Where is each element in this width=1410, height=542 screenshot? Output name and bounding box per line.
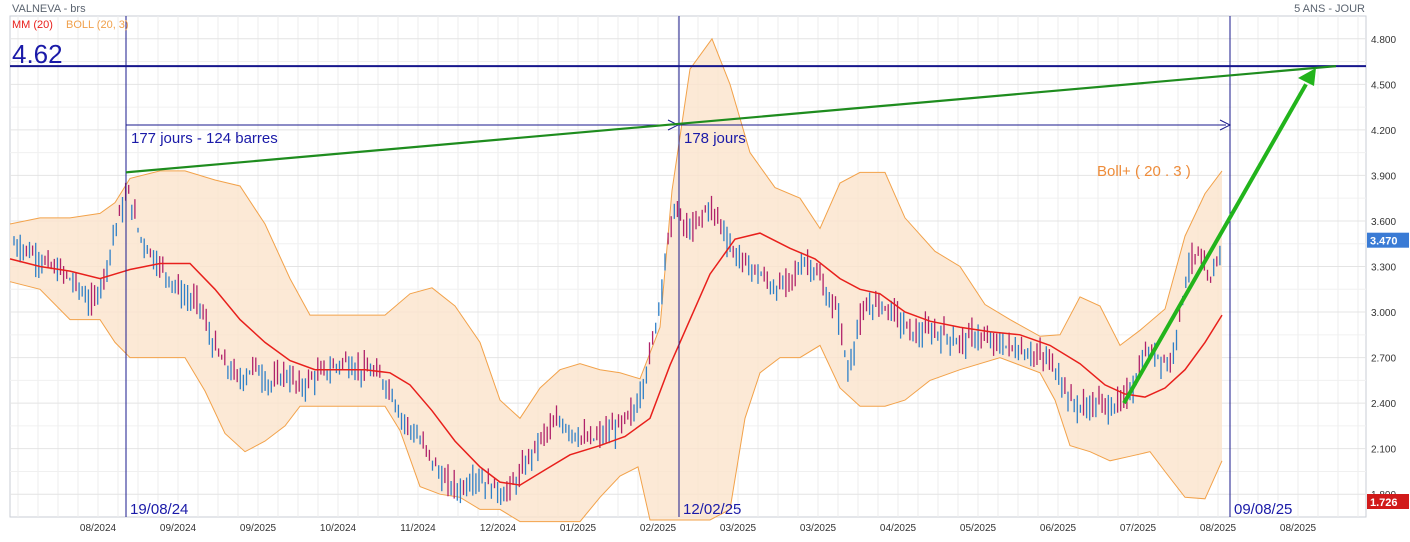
x-tick-label: 03/2025 bbox=[720, 523, 757, 534]
y-tick-label: 4.200 bbox=[1371, 126, 1396, 137]
bollinger-upper-line bbox=[9, 37, 1223, 420]
x-tick-label: 05/2025 bbox=[960, 523, 997, 534]
period2-arrowhead bbox=[1219, 119, 1232, 131]
min-price-value: 1.726 bbox=[1370, 497, 1398, 509]
y-tick-label: 3.000 bbox=[1371, 308, 1396, 319]
moving-average-line bbox=[9, 232, 1223, 486]
ohlc-bars bbox=[13, 182, 1221, 505]
indicator-legend: MM (20) BOLL (20, 3) bbox=[12, 19, 139, 31]
min-price-tag bbox=[1367, 494, 1409, 509]
period2-label: 178 jours bbox=[684, 130, 746, 147]
y-tick-label: 2.100 bbox=[1371, 445, 1396, 456]
x-tick-label: 02/2025 bbox=[640, 523, 677, 534]
y-tick-label: 3.300 bbox=[1371, 263, 1396, 274]
date-marker-label: 19/08/24 bbox=[130, 501, 188, 518]
symbol-label: VALNEVA - brs bbox=[12, 3, 86, 15]
legend-boll: BOLL (20, 3) bbox=[66, 19, 129, 31]
y-tick-label: 4.500 bbox=[1371, 80, 1396, 91]
x-tick-label: 09/2024 bbox=[160, 523, 197, 534]
y-tick-label: 2.400 bbox=[1371, 399, 1396, 410]
projection-arrowhead bbox=[1298, 68, 1316, 86]
y-tick-label: 2.700 bbox=[1371, 354, 1396, 365]
y-tick-label: 4.800 bbox=[1371, 35, 1396, 46]
y-tick-label: 3.900 bbox=[1371, 171, 1396, 182]
date-marker-label: 09/08/25 bbox=[1234, 501, 1292, 518]
period1-label: 177 jours - 124 barres bbox=[131, 130, 278, 147]
period1-arrowhead bbox=[667, 119, 680, 131]
trend-line bbox=[125, 65, 1337, 174]
x-tick-label: 08/2025 bbox=[1200, 523, 1237, 534]
bollinger-lower-line bbox=[9, 281, 1223, 523]
x-tick-label: 08/2025 bbox=[1280, 523, 1317, 534]
x-tick-label: 08/2024 bbox=[80, 523, 117, 534]
bollinger-band-fill bbox=[10, 38, 1222, 522]
x-tick-label: 07/2025 bbox=[1120, 523, 1157, 534]
x-tick-label: 03/2025 bbox=[800, 523, 837, 534]
boll-plus-label: Boll+ ( 20 . 3 ) bbox=[1097, 163, 1191, 180]
x-tick-label: 12/2024 bbox=[480, 523, 517, 534]
x-tick-label: 10/2024 bbox=[320, 523, 357, 534]
legend-ma: MM (20) bbox=[12, 19, 53, 31]
x-tick-label: 09/2025 bbox=[240, 523, 277, 534]
x-tick-label: 01/2025 bbox=[560, 523, 597, 534]
x-tick-label: 04/2025 bbox=[880, 523, 917, 534]
last-price-value: 3.470 bbox=[1370, 236, 1398, 248]
target-level-label: 4.62 bbox=[12, 39, 63, 69]
x-tick-label: 06/2025 bbox=[1040, 523, 1077, 534]
last-price-tag bbox=[1367, 232, 1409, 248]
date-marker-label: 12/02/25 bbox=[683, 501, 741, 518]
projection-arrow bbox=[1122, 83, 1308, 405]
x-tick-label: 11/2024 bbox=[400, 523, 436, 534]
period-label: 5 ANS - JOUR bbox=[1294, 3, 1365, 15]
y-tick-label: 3.600 bbox=[1371, 217, 1396, 228]
